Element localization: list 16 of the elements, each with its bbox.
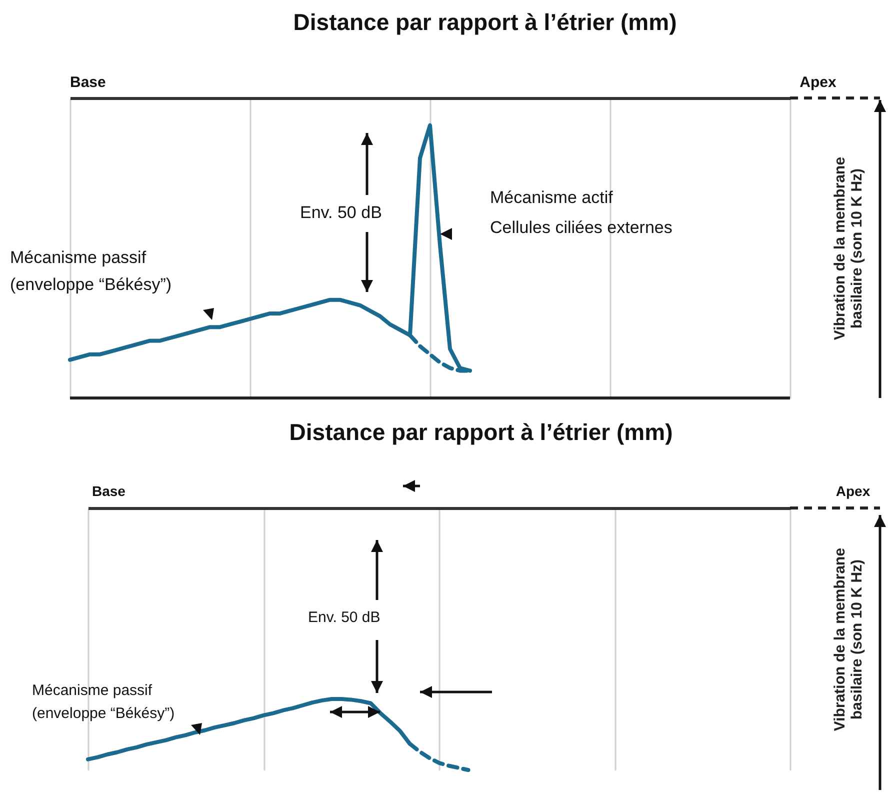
annotation: Cellules ciliées externes xyxy=(490,218,672,237)
text: Apex xyxy=(800,74,837,91)
chart-title: Distance par rapport à l’étrier (mm) xyxy=(289,419,673,445)
text: Base xyxy=(70,74,106,91)
y-axis-title: Vibration de la membrane basilaire (son 10 K Hz) xyxy=(832,548,866,732)
text: Base xyxy=(92,483,126,499)
annotation: Mécanisme actif xyxy=(490,188,614,207)
annotation: Mécanisme passif xyxy=(32,682,153,699)
annotation: Mécanisme passif xyxy=(10,248,146,267)
annotation: Env. 50 dB xyxy=(300,203,382,222)
text: Apex xyxy=(836,483,870,499)
chart-title: Distance par rapport à l’étrier (mm) xyxy=(293,9,677,35)
text: Env. 50 dB xyxy=(308,609,380,626)
y-axis-title: Vibration de la membrane basilaire (son 10 K Hz) xyxy=(832,156,866,340)
annotation: (enveloppe “Békésy”) xyxy=(32,705,175,722)
annotation: (enveloppe “Békésy”) xyxy=(10,275,172,294)
